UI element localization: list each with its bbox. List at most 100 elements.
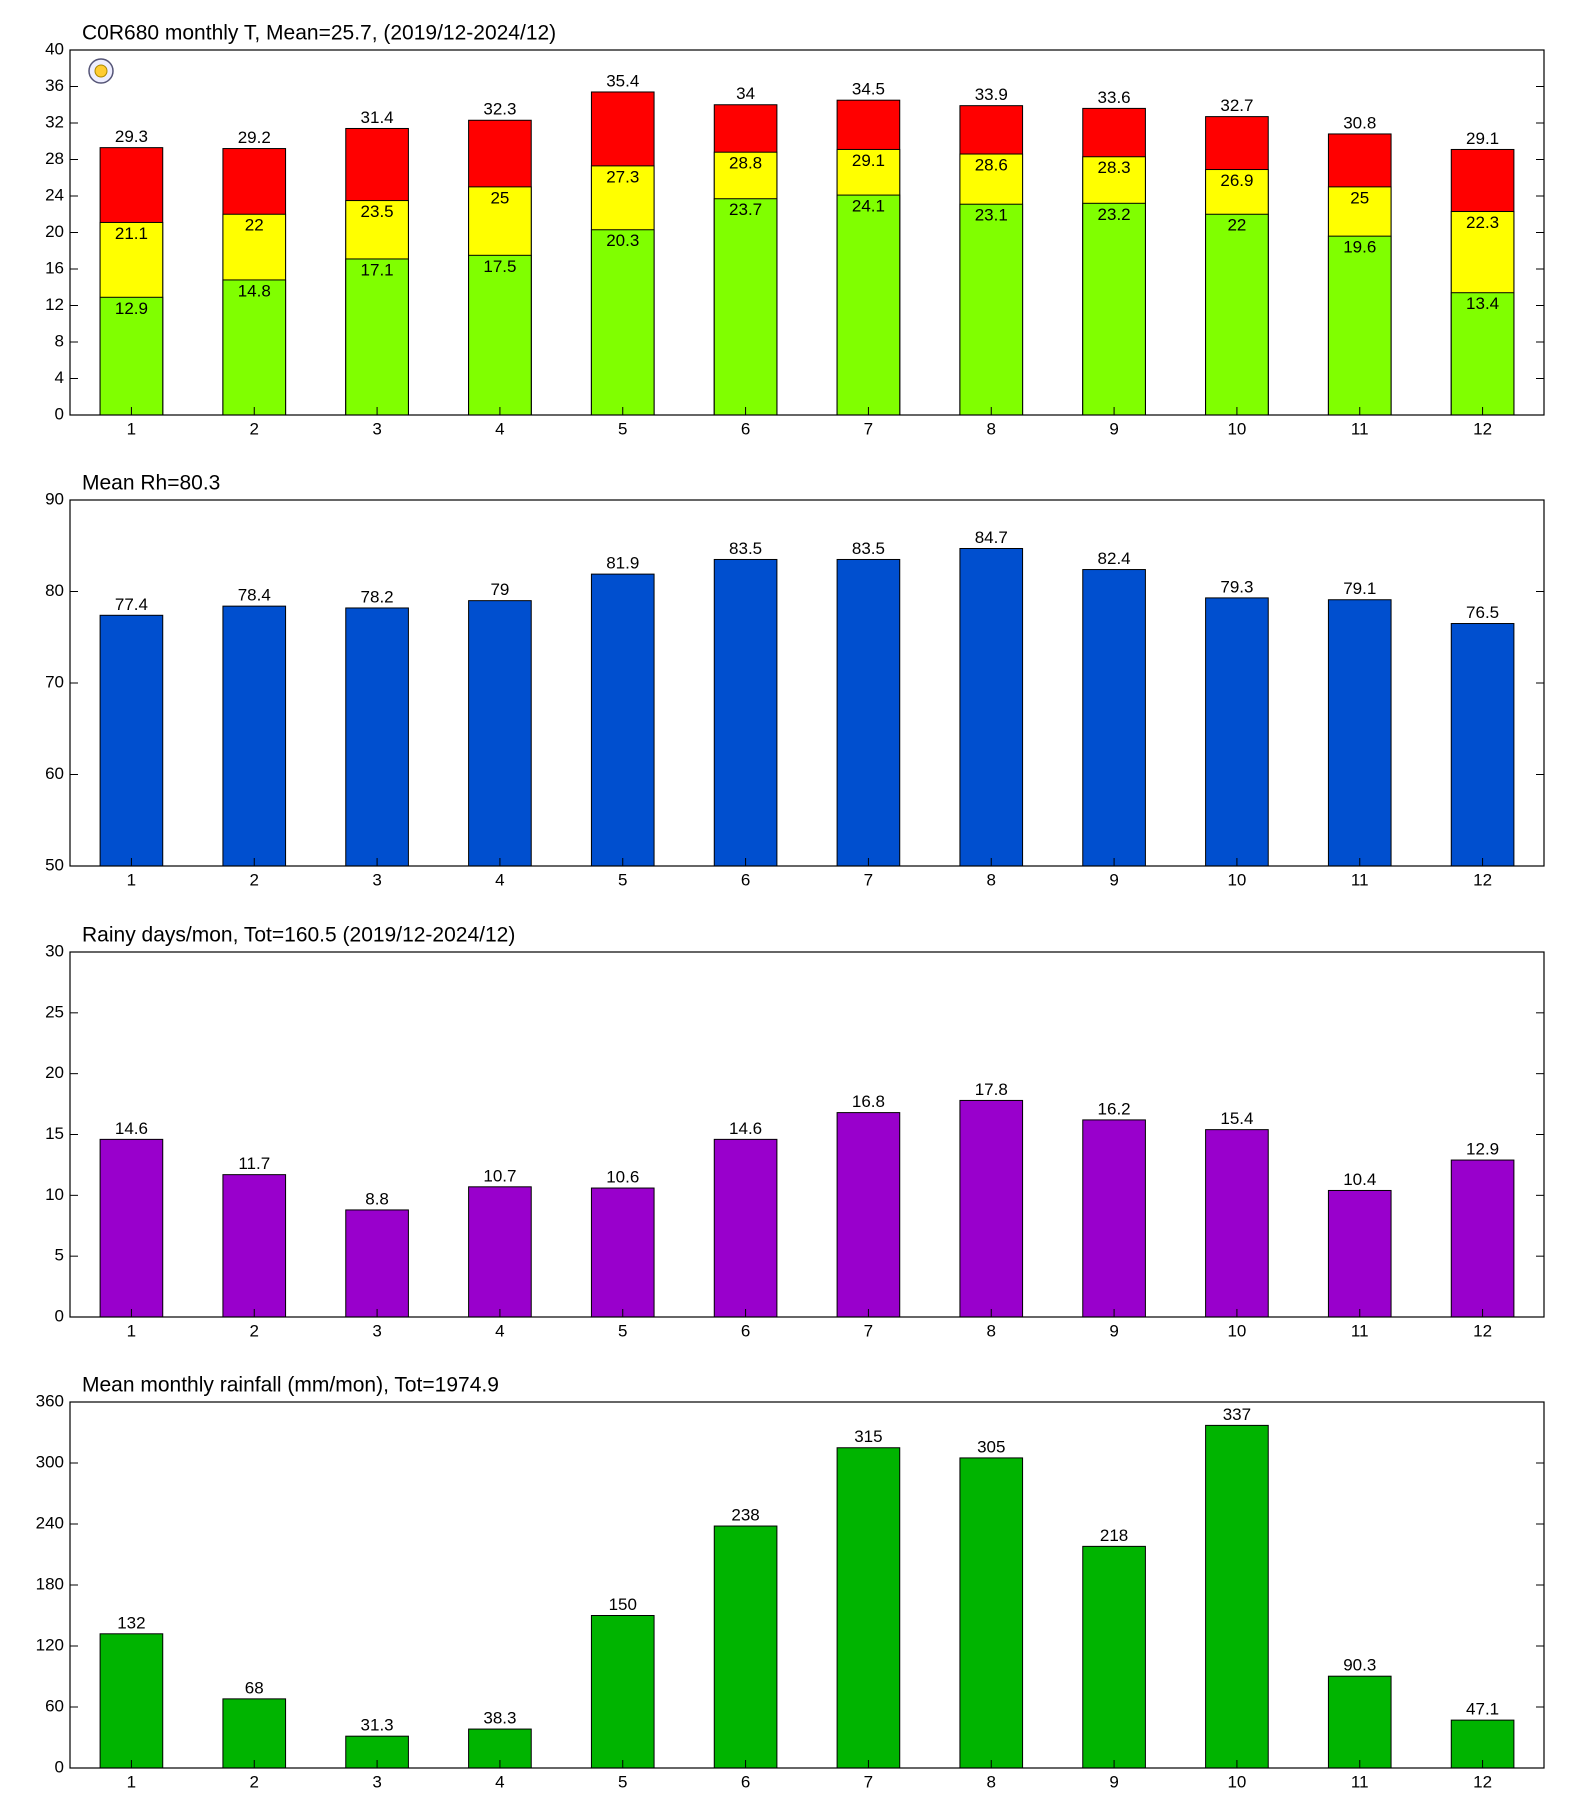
x-tick-label: 1 <box>127 1772 136 1791</box>
y-tick-label: 5 <box>55 1246 64 1265</box>
x-tick-label: 11 <box>1351 870 1369 889</box>
bar <box>1082 1119 1146 1318</box>
bar <box>1327 235 1392 416</box>
data-label: 23.7 <box>729 200 762 219</box>
data-label: 218 <box>1100 1526 1128 1545</box>
y-tick-label: 90 <box>45 489 64 508</box>
bar <box>1082 202 1146 416</box>
x-tick-label: 1 <box>127 419 136 438</box>
x-tick-label: 4 <box>495 870 504 889</box>
y-tick-label: 60 <box>45 1696 64 1715</box>
chart-title: Mean monthly rainfall (mm/mon), Tot=1974… <box>82 1374 499 1397</box>
x-tick-label: 6 <box>741 1772 750 1791</box>
x-tick-label: 3 <box>372 1772 381 1791</box>
data-label: 29.1 <box>852 151 885 170</box>
x-tick-label: 3 <box>372 870 381 889</box>
bar <box>1205 1424 1269 1769</box>
data-label: 83.5 <box>852 539 885 558</box>
data-label: 79.3 <box>1220 577 1253 596</box>
bar <box>959 1099 1024 1318</box>
data-label: 81.9 <box>606 554 639 573</box>
data-label: 17.1 <box>361 260 394 279</box>
x-tick-label: 11 <box>1351 419 1369 438</box>
data-label: 34 <box>736 84 755 103</box>
data-label: 28.3 <box>1098 158 1131 177</box>
y-tick-label: 8 <box>55 331 64 350</box>
data-label: 337 <box>1223 1405 1251 1424</box>
data-label: 21.1 <box>115 224 148 243</box>
axes-box <box>69 49 1545 416</box>
y-tick-label: 0 <box>55 404 64 423</box>
bar <box>959 547 1024 867</box>
data-label: 8.8 <box>365 1189 389 1208</box>
y-tick-label: 32 <box>45 112 64 131</box>
data-label: 23.2 <box>1098 205 1131 224</box>
x-tick-label: 10 <box>1227 419 1246 438</box>
data-label: 10.7 <box>483 1166 516 1185</box>
axes-box <box>69 499 1545 867</box>
x-tick-label: 8 <box>987 870 996 889</box>
bar <box>590 229 655 416</box>
x-tick-label: 5 <box>618 1772 627 1791</box>
bar <box>222 605 287 867</box>
bar <box>222 1174 287 1318</box>
bar <box>345 258 409 416</box>
data-label: 83.5 <box>729 539 762 558</box>
y-tick-label: 30 <box>45 941 64 960</box>
y-tick-label: 25 <box>45 1002 64 1021</box>
y-tick-label: 40 <box>45 39 64 58</box>
data-label: 132 <box>117 1613 145 1632</box>
bar <box>1205 1129 1269 1318</box>
y-tick-label: 4 <box>55 368 64 387</box>
bar <box>345 1209 409 1318</box>
data-label: 31.3 <box>361 1716 394 1735</box>
data-label: 77.4 <box>115 595 148 614</box>
x-tick-label: 2 <box>250 419 259 438</box>
data-label: 33.6 <box>1098 88 1131 107</box>
y-tick-label: 20 <box>45 222 64 241</box>
bar <box>222 1698 287 1769</box>
y-tick-label: 360 <box>36 1391 64 1410</box>
data-label: 32.3 <box>483 100 516 119</box>
x-tick-label: 7 <box>864 419 873 438</box>
y-tick-label: 28 <box>45 149 64 168</box>
bar <box>713 1138 778 1318</box>
y-tick-label: 36 <box>45 76 64 95</box>
x-tick-label: 10 <box>1227 1321 1246 1340</box>
bar <box>713 198 778 416</box>
x-tick-label: 7 <box>864 1772 873 1791</box>
data-label: 79.1 <box>1343 579 1376 598</box>
bar <box>1205 213 1269 416</box>
y-tick-label: 16 <box>45 258 64 277</box>
data-label: 14.6 <box>115 1119 148 1138</box>
bar <box>836 1112 901 1318</box>
bar <box>468 1186 532 1318</box>
x-tick-label: 10 <box>1227 870 1246 889</box>
bar <box>1450 292 1515 416</box>
data-label: 12.9 <box>1466 1140 1499 1159</box>
y-tick-label: 10 <box>45 1185 64 1204</box>
data-label: 30.8 <box>1343 113 1376 132</box>
logo <box>88 58 114 84</box>
y-tick-label: 120 <box>36 1635 64 1654</box>
data-label: 315 <box>854 1427 882 1446</box>
data-label: 22.3 <box>1466 213 1499 232</box>
x-tick-label: 8 <box>987 1772 996 1791</box>
bar <box>1327 1675 1392 1769</box>
bar <box>468 600 532 867</box>
x-tick-label: 7 <box>864 870 873 889</box>
data-label: 32.7 <box>1220 96 1253 115</box>
data-label: 29.2 <box>238 128 271 147</box>
bar <box>590 573 655 867</box>
bar <box>345 607 409 867</box>
data-label: 17.5 <box>483 257 516 276</box>
data-label: 150 <box>609 1595 637 1614</box>
data-label: 13.4 <box>1466 294 1499 313</box>
data-label: 84.7 <box>975 528 1008 547</box>
x-tick-label: 12 <box>1473 1772 1492 1791</box>
bar <box>99 1138 164 1318</box>
bar <box>222 279 287 416</box>
chart-title: Mean Rh=80.3 <box>82 472 220 495</box>
bar <box>1082 569 1146 867</box>
